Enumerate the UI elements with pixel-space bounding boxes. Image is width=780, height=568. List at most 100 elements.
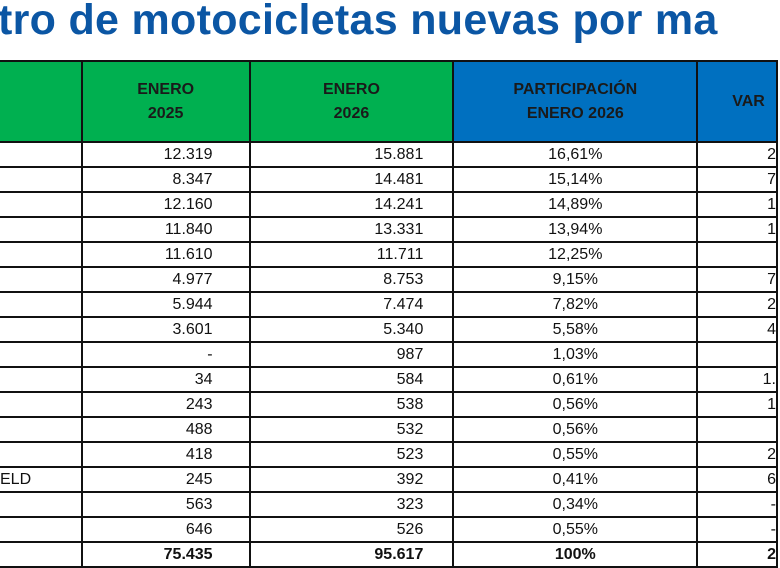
- variation-cell: [696, 341, 778, 368]
- header-variation-label: VAR: [732, 92, 765, 110]
- share-cell: 13,94%: [452, 216, 699, 243]
- share-cell: 0,41%: [452, 466, 699, 493]
- variation-cell: 6: [696, 466, 778, 493]
- jan2025-cell: 11.610: [80, 241, 251, 268]
- jan2026-cell: 8.753: [248, 266, 455, 293]
- table-row: 4.977 8.753 9,15% 7: [0, 266, 778, 293]
- jan2026-cell: 323: [248, 491, 455, 518]
- header-brand: [0, 60, 83, 143]
- brand-cell: [0, 141, 83, 168]
- header-jan2026-line2: 2026: [333, 104, 370, 122]
- variation-cell: 1: [696, 191, 778, 218]
- share-cell: 0,34%: [452, 491, 699, 518]
- share-cell: 100%: [452, 541, 699, 568]
- brand-cell: [0, 516, 83, 543]
- share-cell: 1,03%: [452, 341, 699, 368]
- table-row: 12.160 14.241 14,89% 1: [0, 191, 778, 218]
- table-row: 5.944 7.474 7,82% 2: [0, 291, 778, 318]
- share-cell: 0,61%: [452, 366, 699, 393]
- header-row: ENERO 2025 ENERO 2026 PARTICIPACIÓN ENERO 2…: [0, 60, 778, 143]
- jan2026-cell: 523: [248, 441, 455, 468]
- jan2026-cell: 13.331: [248, 216, 455, 243]
- brand-cell: [0, 166, 83, 193]
- jan2025-cell: 243: [80, 391, 251, 418]
- share-cell: 5,58%: [452, 316, 699, 343]
- jan2025-cell: 245: [80, 466, 251, 493]
- jan2026-cell: 532: [248, 416, 455, 443]
- variation-cell: -: [696, 516, 778, 543]
- table-row: 563 323 0,34% -: [0, 491, 778, 518]
- brand-cell: [0, 441, 83, 468]
- header-jan2025-line2: 2025: [147, 104, 184, 122]
- jan2026-cell: 5.340: [248, 316, 455, 343]
- jan2025-cell: 75.435: [80, 541, 251, 568]
- variation-cell: 2: [696, 141, 778, 168]
- share-cell: 7,82%: [452, 291, 699, 318]
- jan2025-cell: 4.977: [80, 266, 251, 293]
- share-cell: 15,14%: [452, 166, 699, 193]
- brand-cell: [0, 366, 83, 393]
- brand-cell: [0, 191, 83, 218]
- share-cell: 0,56%: [452, 391, 699, 418]
- variation-cell: 7: [696, 166, 778, 193]
- jan2026-cell: 538: [248, 391, 455, 418]
- share-cell: 14,89%: [452, 191, 699, 218]
- jan2025-cell: -: [80, 341, 251, 368]
- brand-cell: [0, 491, 83, 518]
- header-jan2025-line1: ENERO: [137, 80, 195, 98]
- page-title: tro de motocicletas nuevas por ma: [0, 0, 718, 44]
- table-row: 646 526 0,55% -: [0, 516, 778, 543]
- variation-cell: 7: [696, 266, 778, 293]
- share-cell: 16,61%: [452, 141, 699, 168]
- header-share-line1: PARTICIPACIÓN: [513, 80, 638, 98]
- variation-cell: [696, 416, 778, 443]
- variation-cell: 2: [696, 291, 778, 318]
- jan2026-cell: 584: [248, 366, 455, 393]
- variation-cell: 2: [696, 541, 778, 568]
- brand-cell: ELD: [0, 466, 83, 493]
- table-row: 12.319 15.881 16,61% 2: [0, 141, 778, 168]
- share-cell: 0,55%: [452, 441, 699, 468]
- table-row: 11.840 13.331 13,94% 1: [0, 216, 778, 243]
- jan2025-cell: 34: [80, 366, 251, 393]
- jan2026-cell: 392: [248, 466, 455, 493]
- variation-cell: 1.: [696, 366, 778, 393]
- jan2025-cell: 11.840: [80, 216, 251, 243]
- jan2026-cell: 526: [248, 516, 455, 543]
- table-row: 34 584 0,61% 1.: [0, 366, 778, 393]
- jan2025-cell: 12.160: [80, 191, 251, 218]
- brand-cell: [0, 291, 83, 318]
- jan2026-cell: 95.617: [248, 541, 455, 568]
- jan2025-cell: 8.347: [80, 166, 251, 193]
- table-row: ELD 245 392 0,41% 6: [0, 466, 778, 493]
- jan2025-cell: 488: [80, 416, 251, 443]
- brand-cell: [0, 416, 83, 443]
- share-cell: 12,25%: [452, 241, 699, 268]
- header-jan2026: ENERO 2026: [248, 60, 455, 143]
- jan2026-cell: 987: [248, 341, 455, 368]
- variation-cell: 1: [696, 391, 778, 418]
- registrations-table: ENERO 2025 ENERO 2026 PARTICIPACIÓN ENERO 2…: [0, 60, 778, 568]
- jan2025-cell: 12.319: [80, 141, 251, 168]
- header-variation: VAR: [696, 60, 778, 143]
- brand-cell: [0, 341, 83, 368]
- table-row: 11.610 11.711 12,25%: [0, 241, 778, 268]
- share-cell: 0,56%: [452, 416, 699, 443]
- jan2026-cell: 14.241: [248, 191, 455, 218]
- variation-cell: 1: [696, 216, 778, 243]
- table-row: 418 523 0,55% 2: [0, 441, 778, 468]
- table-row: -987 1,03%: [0, 341, 778, 368]
- jan2025-cell: 563: [80, 491, 251, 518]
- jan2026-cell: 14.481: [248, 166, 455, 193]
- jan2026-cell: 11.711: [248, 241, 455, 268]
- brand-cell: [0, 541, 83, 568]
- variation-cell: -: [696, 491, 778, 518]
- share-cell: 0,55%: [452, 516, 699, 543]
- jan2025-cell: 3.601: [80, 316, 251, 343]
- brand-cell: [0, 266, 83, 293]
- header-share-line2: ENERO 2026: [526, 104, 624, 122]
- jan2025-cell: 5.944: [80, 291, 251, 318]
- header-jan2025: ENERO 2025: [80, 60, 251, 143]
- table-row: 3.601 5.340 5,58% 4: [0, 316, 778, 343]
- brand-cell: [0, 316, 83, 343]
